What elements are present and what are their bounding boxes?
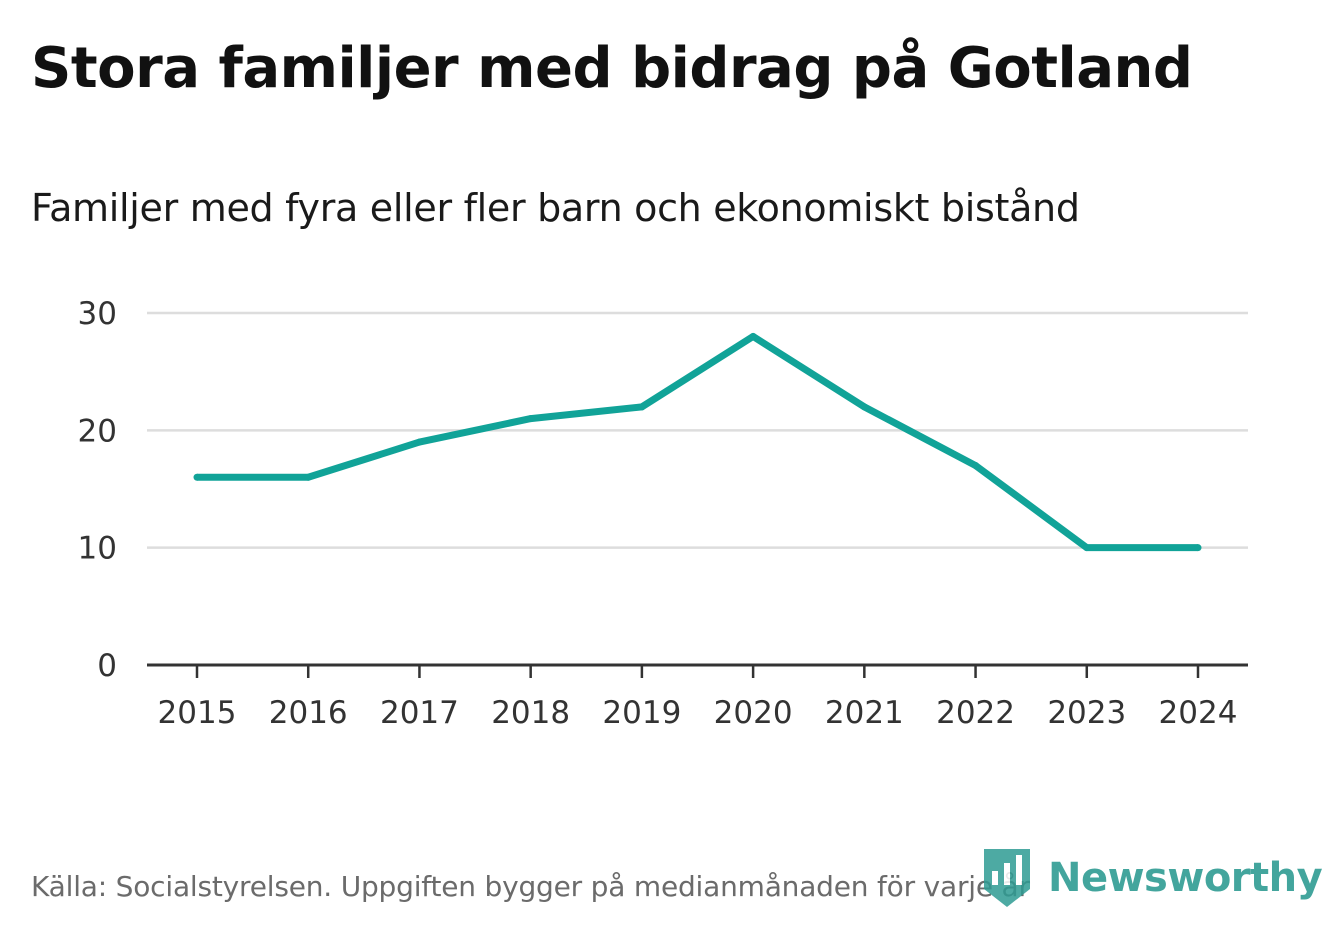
newsworthy-logo-icon: [984, 849, 1030, 907]
grid-lines: [147, 311, 1248, 549]
chart-title: Stora familjer med bidrag på Gotland: [31, 36, 1193, 101]
data-point-2021: [860, 403, 868, 411]
y-tick-label: 0: [97, 648, 117, 684]
data-point-2016: [304, 473, 312, 481]
x-axis: [147, 663, 1248, 678]
x-tick-label: 2022: [936, 695, 1015, 731]
y-tick-label: 10: [78, 531, 117, 567]
data-point-2020: [749, 332, 757, 340]
data-point-2017: [415, 438, 423, 446]
x-tick-label: 2017: [380, 695, 459, 731]
y-tick-label: 30: [78, 296, 117, 332]
x-tick-label: 2024: [1159, 695, 1238, 731]
source-note: Källa: Socialstyrelsen. Uppgiften bygger…: [31, 870, 1030, 903]
data-point-2018: [527, 415, 535, 423]
brand: Newsworthy: [982, 846, 1322, 910]
data-point-2023: [1083, 544, 1091, 552]
x-axis-tick-labels: 2015 2016 2017 2018 2019 2020 2021 2022 2023 2024: [158, 695, 1238, 731]
x-tick-label: 2016: [269, 695, 348, 731]
brand-name: Newsworthy: [1048, 855, 1322, 901]
x-tick-label: 2023: [1047, 695, 1126, 731]
data-series: [193, 332, 1202, 552]
chart-subtitle: Familjer med fyra eller fler barn och ek…: [31, 186, 1080, 230]
data-point-2022: [972, 462, 980, 470]
data-point-2024: [1194, 544, 1202, 552]
data-point-2019: [638, 403, 646, 411]
x-tick-label: 2015: [158, 695, 237, 731]
series-line-0: [197, 332, 1198, 552]
x-tick-label: 2018: [491, 695, 570, 731]
x-tick-label: 2020: [714, 695, 793, 731]
data-point-2015: [193, 473, 201, 481]
y-tick-label: 20: [78, 413, 117, 449]
x-tick-label: 2019: [602, 695, 681, 731]
y-axis-tick-labels: 0 10 20 30: [78, 296, 117, 684]
x-tick-label: 2021: [825, 695, 904, 731]
